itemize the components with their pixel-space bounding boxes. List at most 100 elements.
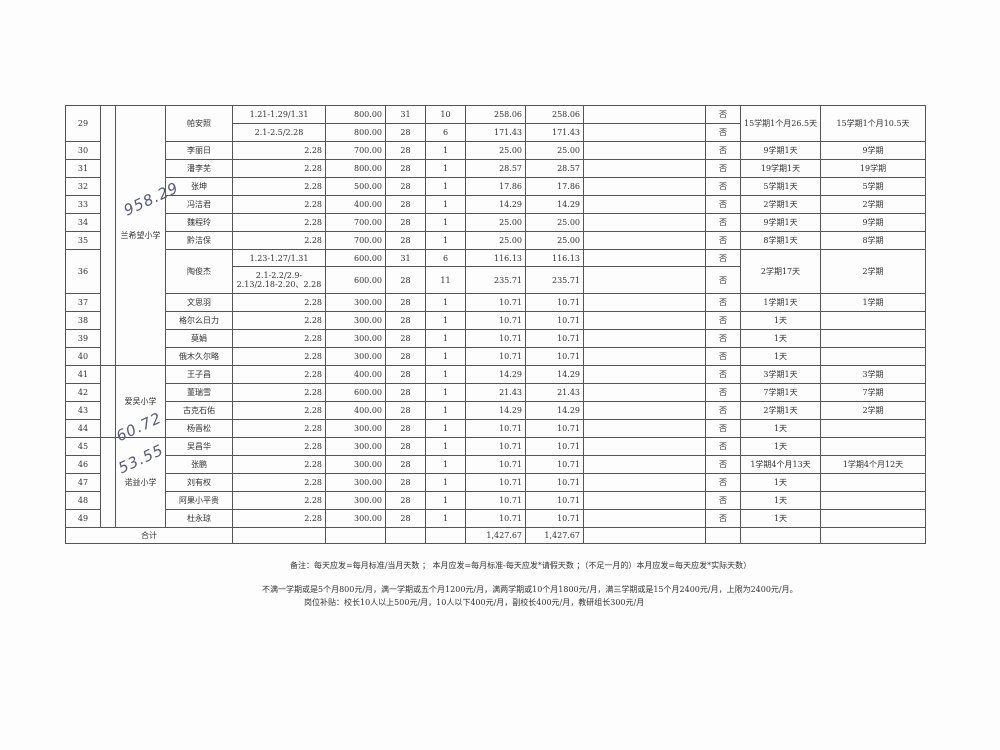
blank-cell	[740, 527, 821, 544]
date-range: 2.28	[232, 311, 326, 330]
actual-days: 1	[425, 311, 466, 330]
daily-amount: 14.29	[465, 365, 526, 384]
school-name: 兰希望小学	[115, 105, 166, 366]
flag-cell: 否	[705, 159, 741, 178]
row-number: 42	[65, 383, 101, 402]
service-after	[820, 311, 926, 330]
date-range: 2.28	[232, 473, 326, 492]
daily-amount: 10.71	[465, 293, 526, 312]
row-number: 32	[65, 177, 101, 196]
blank-cell	[583, 401, 706, 420]
flag-cell: 否	[705, 473, 741, 492]
flag-cell: 否	[705, 141, 741, 160]
blank-cell	[583, 141, 706, 160]
table-row: 34 魏程玲 2.28 700.00 28 1 25.00 25.00 否 9学期1天 9学期	[65, 213, 926, 232]
flag-cell: 否	[705, 329, 741, 348]
flag-cell: 否	[705, 123, 741, 142]
actual-days: 1	[425, 293, 466, 312]
teacher-name: 陶俊杰	[165, 249, 233, 294]
date-range: 2.28	[232, 365, 326, 384]
table-row: 2.1-2.5/2.28 800.00 28 6 171.43 171.43 否	[66, 123, 926, 142]
row-number: 41	[65, 365, 101, 384]
service-after: 5学期	[820, 177, 926, 196]
total-month: 1,427.67	[525, 527, 584, 544]
teacher-name: 吴昌华	[165, 437, 233, 456]
table-row: 47 刘有权 2.28 300.00 28 1 10.71 10.71 否 1天	[65, 473, 926, 492]
table-row: 45 诺益小学 吴昌华 2.28 300.00 28 1 10.71 10.71 否 1天	[65, 437, 926, 528]
total-daily: 1,427.67	[465, 527, 526, 544]
month-amount: 10.71	[525, 473, 584, 492]
flag-cell: 否	[705, 455, 741, 474]
monthly-standard: 700.00	[325, 141, 386, 160]
date-range: 2.28	[232, 329, 326, 348]
service-after: 15学期1个月10.5天	[820, 105, 926, 142]
month-days: 28	[385, 213, 426, 232]
blank-cell	[583, 266, 706, 294]
blank-cell	[583, 123, 706, 142]
month-days: 28	[385, 231, 426, 250]
month-days: 28	[385, 365, 426, 384]
blank-cell	[583, 527, 706, 544]
row-number: 40	[65, 347, 101, 366]
blank-cell	[583, 311, 706, 330]
date-range: 2.28	[232, 419, 326, 438]
actual-days: 1	[425, 383, 466, 402]
actual-days: 1	[425, 329, 466, 348]
month-days: 28	[385, 311, 426, 330]
monthly-standard: 600.00	[325, 249, 386, 267]
row-number: 49	[65, 509, 101, 528]
teacher-name: 莫娟	[165, 329, 233, 348]
blank-cell	[583, 177, 706, 196]
flag-cell: 否	[705, 177, 741, 196]
row-number: 48	[65, 491, 101, 510]
daily-amount: 21.43	[465, 383, 526, 402]
daily-amount: 25.00	[465, 141, 526, 160]
monthly-standard: 400.00	[325, 195, 386, 214]
date-range: 2.28	[232, 159, 326, 178]
blank-cell	[583, 383, 706, 402]
service-before: 2学期1天	[740, 401, 821, 420]
actual-days: 1	[425, 213, 466, 232]
service-before: 3学期1天	[740, 365, 821, 384]
daily-amount: 10.71	[465, 347, 526, 366]
actual-days: 1	[425, 437, 466, 456]
daily-amount: 10.71	[465, 311, 526, 330]
service-before: 1天	[740, 437, 821, 456]
service-before: 1天	[740, 329, 821, 348]
blank-cell	[705, 527, 741, 544]
table-row: 2.1-2.2/2.9-2.13/2.18-2.20、2.28 600.00 28 1…	[66, 266, 926, 294]
row-number: 33	[65, 195, 101, 214]
monthly-standard: 600.00	[325, 383, 386, 402]
row-number: 35	[65, 231, 101, 250]
daily-amount: 10.71	[465, 329, 526, 348]
teacher-name: 刘有权	[165, 473, 233, 492]
table-row: 44 杨晋松 2.28 300.00 28 1 10.71 10.71 否 1天	[65, 419, 926, 438]
teacher-name: 张鹏	[165, 455, 233, 474]
blank-cell	[583, 329, 706, 348]
actual-days: 6	[425, 123, 466, 142]
row-number: 46	[65, 455, 101, 474]
actual-days: 1	[425, 491, 466, 510]
date-range: 2.28	[232, 231, 326, 250]
monthly-standard: 400.00	[325, 365, 386, 384]
blank-cell	[232, 527, 326, 544]
monthly-standard: 400.00	[325, 401, 386, 420]
table-row: 46 张鹏 2.28 300.00 28 1 10.71 10.71 否 1学期4个月13天 1学期…	[65, 455, 926, 474]
month-days: 28	[385, 266, 426, 294]
month-amount: 17.86	[525, 177, 584, 196]
teacher-name: 古克石佑	[165, 401, 233, 420]
month-amount: 25.00	[525, 141, 584, 160]
teacher-name: 阿果小平贵	[165, 491, 233, 510]
month-amount: 14.29	[525, 401, 584, 420]
month-amount: 10.71	[525, 329, 584, 348]
month-amount: 171.43	[525, 123, 584, 142]
row-number: 34	[65, 213, 101, 232]
row-number: 43	[65, 401, 101, 420]
date-range: 2.28	[232, 177, 326, 196]
service-after: 2学期	[820, 401, 926, 420]
monthly-standard: 300.00	[325, 509, 386, 528]
month-days: 28	[385, 473, 426, 492]
service-before: 1天	[740, 311, 821, 330]
flag-cell: 否	[705, 491, 741, 510]
date-range: 2.1-2.5/2.28	[232, 123, 326, 142]
